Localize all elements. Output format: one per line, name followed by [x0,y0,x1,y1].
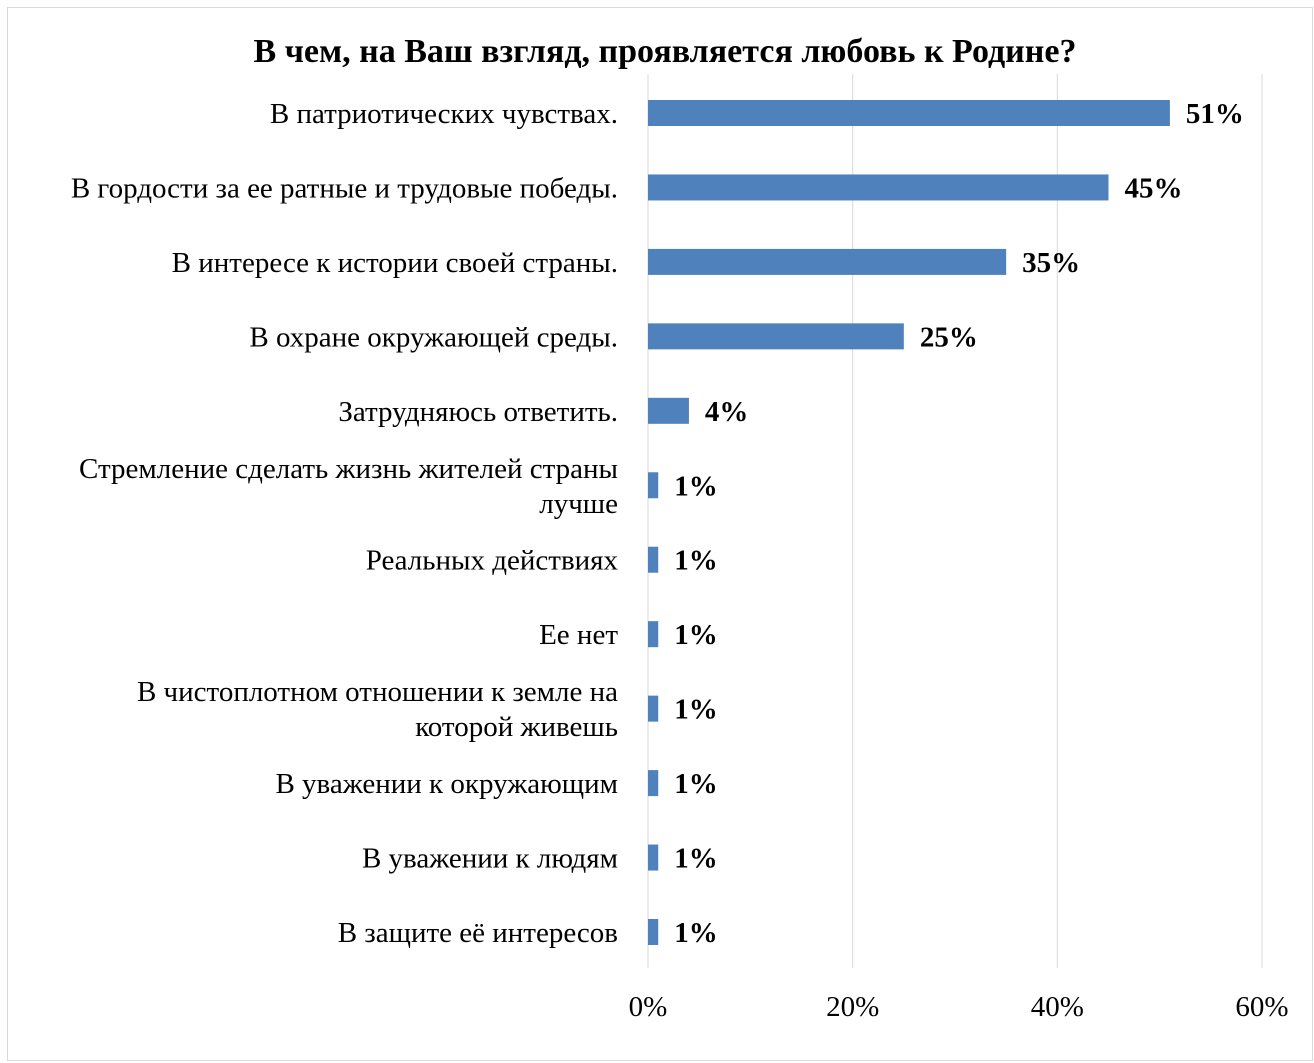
bar [648,100,1170,126]
category-label: Затрудняюсь ответить. [338,396,618,428]
bar [648,248,1007,275]
data-label: 1% [674,470,718,502]
x-axis-tick-labels: 0% 20% 40% 60% [629,991,1289,1023]
x-tick-label: 40% [1031,991,1084,1023]
bar [648,174,1109,201]
data-label: 1% [674,843,718,875]
x-tick-label: 20% [826,991,879,1023]
data-label: 4% [705,396,749,428]
gridlines [647,74,1263,968]
bar [648,770,659,797]
category-label: лучше [539,488,618,520]
chart-title: В чем, на Ваш взгляд, проявляется любовь… [253,33,1077,70]
data-labels: 51% 45% 35% 25% 4% 1% 1% 1% 1% 1% 1% 1% [674,98,1244,949]
bar [648,621,659,648]
data-label: 1% [674,768,718,800]
data-label: 35% [1022,247,1080,279]
category-label: Стремление сделать жизнь жителей страны [79,453,618,485]
data-label: 1% [674,619,718,651]
bars [648,100,1170,945]
category-label: В охране окружающей среды. [249,321,618,353]
category-label: В интересе к истории своей страны. [172,247,618,279]
data-label: 1% [674,917,718,949]
category-label: которой живешь [415,711,618,743]
category-label: В чистоплотном отношении к земле на [137,676,618,708]
category-label: В уважении к окружающим [275,768,618,800]
x-tick-label: 0% [629,991,668,1023]
data-label: 1% [674,694,718,726]
bar [648,919,659,945]
category-label: В уважении к людям [362,843,618,875]
category-label: Ее нет [539,619,618,651]
data-label: 51% [1186,98,1244,130]
data-label: 1% [674,545,718,577]
category-label: В защите её интересов [338,917,618,949]
data-label: 45% [1125,172,1183,204]
bar [648,695,659,722]
data-label: 25% [920,321,978,353]
bar [648,472,659,499]
x-tick-label: 60% [1235,991,1288,1023]
category-labels: В патриотических чувствах. В гордости за … [71,98,619,949]
bar [648,546,659,573]
bar [648,323,904,350]
bar [648,844,659,871]
category-label: Реальных действиях [366,545,619,577]
category-label: В гордости за ее ратные и трудовые побед… [71,172,618,204]
category-label: В патриотических чувствах. [270,98,618,130]
bar [648,397,689,424]
